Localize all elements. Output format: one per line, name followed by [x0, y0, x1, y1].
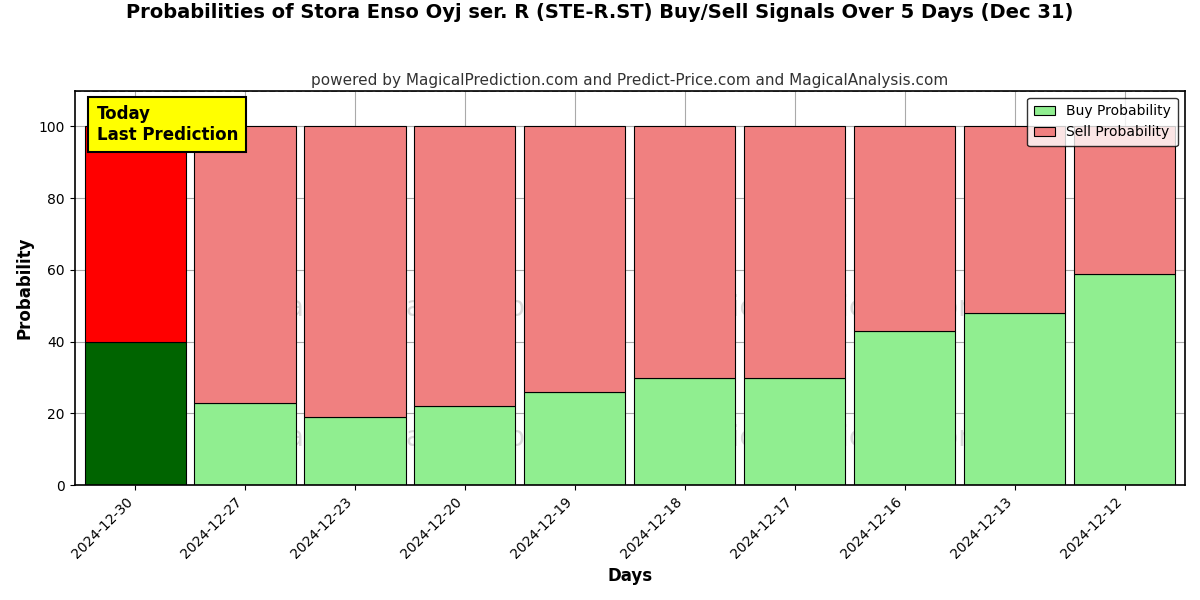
Bar: [964, 127, 1066, 313]
Bar: [964, 313, 1066, 485]
Bar: [635, 127, 736, 377]
Text: Probabilities of Stora Enso Oyj ser. R (STE-R.ST) Buy/Sell Signals Over 5 Days (: Probabilities of Stora Enso Oyj ser. R (…: [126, 3, 1074, 22]
Bar: [524, 392, 625, 485]
Text: Today
Last Prediction: Today Last Prediction: [97, 105, 238, 144]
Bar: [1074, 127, 1175, 274]
Bar: [1074, 274, 1175, 485]
Text: MagicalAnalysis.com: MagicalAnalysis.com: [263, 424, 552, 452]
Legend: Buy Probability, Sell Probability: Buy Probability, Sell Probability: [1027, 98, 1178, 146]
Bar: [305, 417, 406, 485]
Text: MagicalPrediction.com: MagicalPrediction.com: [673, 293, 986, 322]
Bar: [635, 377, 736, 485]
Bar: [744, 127, 845, 377]
Bar: [854, 127, 955, 331]
Text: MagicalPrediction.com: MagicalPrediction.com: [673, 424, 986, 452]
Bar: [84, 127, 186, 341]
Bar: [194, 403, 295, 485]
Bar: [194, 127, 295, 403]
Y-axis label: Probability: Probability: [16, 236, 34, 339]
Bar: [744, 377, 845, 485]
X-axis label: Days: Days: [607, 567, 653, 585]
Bar: [524, 127, 625, 392]
Text: MagicalAnalysis.com: MagicalAnalysis.com: [263, 293, 552, 322]
Bar: [414, 406, 516, 485]
Title: powered by MagicalPrediction.com and Predict-Price.com and MagicalAnalysis.com: powered by MagicalPrediction.com and Pre…: [311, 73, 948, 88]
Bar: [84, 341, 186, 485]
Bar: [854, 331, 955, 485]
Bar: [305, 127, 406, 417]
Bar: [414, 127, 516, 406]
